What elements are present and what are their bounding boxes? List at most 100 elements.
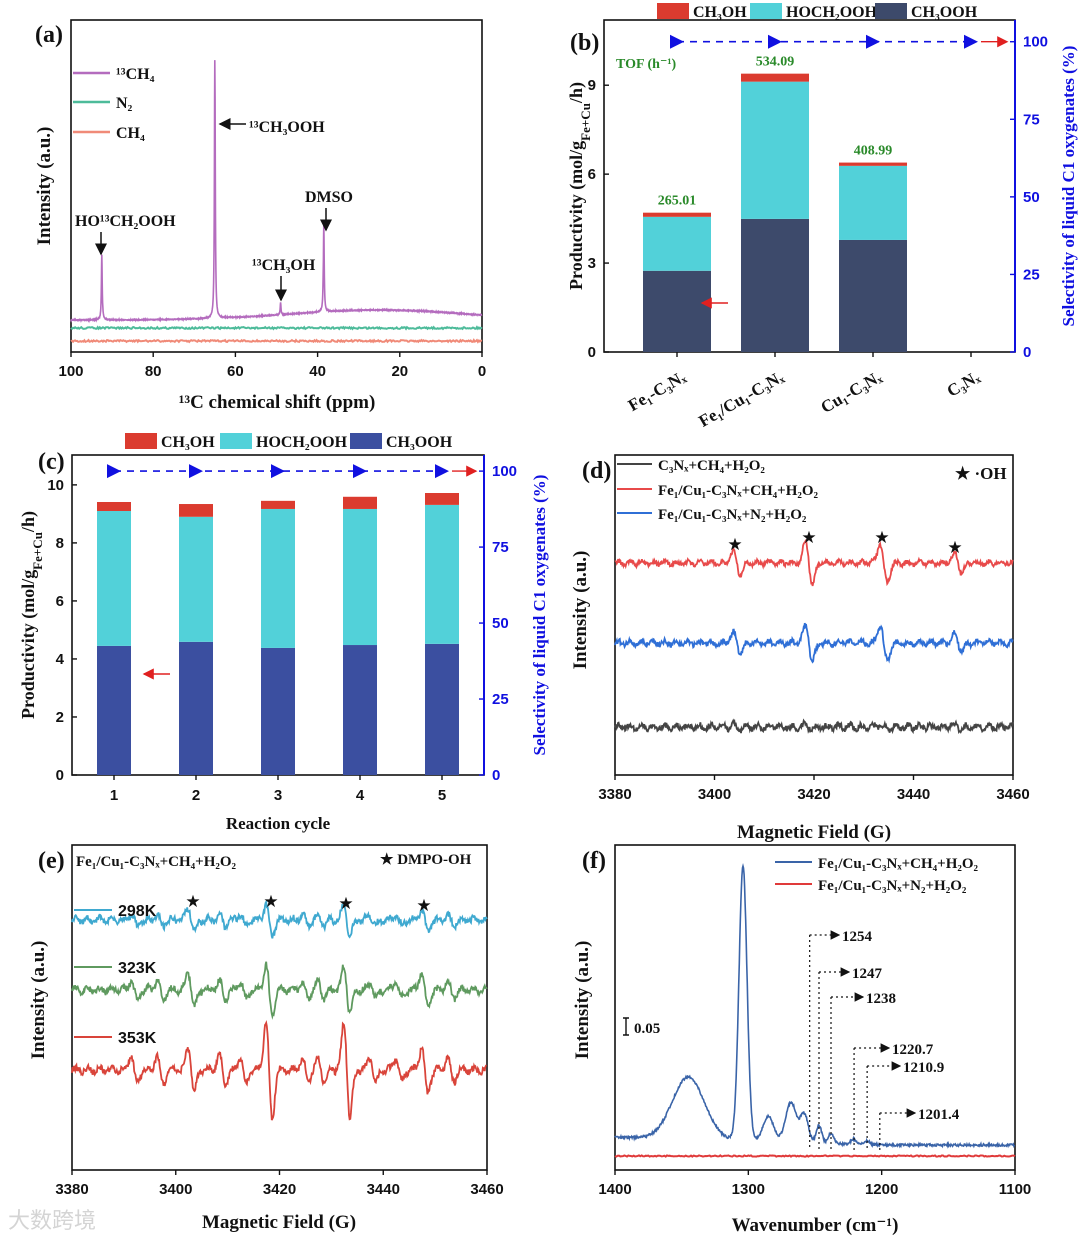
- star-icon: ★: [947, 538, 962, 557]
- bar-segment-2-2: [261, 500, 295, 509]
- x-tick-label: 3400: [159, 1181, 192, 1198]
- x-category-label: Fe₁-C₃Nₓ: [625, 367, 689, 415]
- peak-label: HO¹³CH₂OOH: [75, 213, 176, 230]
- y-tick-label: 0: [56, 767, 64, 784]
- legend-label: Fe₁/Cu₁-C₃Nₓ+N₂+H₂O₂: [658, 507, 807, 523]
- tof-value-label: 265.01: [658, 194, 697, 209]
- x-tick-label: 3420: [797, 786, 830, 803]
- x-category-label: C₃Nₓ: [944, 367, 984, 401]
- panel-a-x-label: ¹³C chemical shift (ppm): [179, 392, 376, 413]
- y2-axis-label: Selectivity of liquid C1 oxygenates (%): [530, 475, 549, 756]
- x-category-label: 1: [110, 787, 118, 804]
- y-axis-label: Intensity (a.u.): [572, 941, 593, 1060]
- x-category-label: 3: [274, 787, 282, 804]
- x-tick-label: 1400: [598, 1181, 631, 1198]
- y2-tick-label: 50: [1023, 189, 1040, 206]
- legend-label: CH₃OH: [161, 434, 215, 451]
- bar-segment-2-2: [839, 162, 907, 166]
- selectivity-marker: [353, 464, 367, 479]
- legend-swatch: [350, 433, 382, 449]
- y-tick-label: 9: [588, 77, 596, 94]
- x-tick-label: 3460: [470, 1181, 503, 1198]
- legend-swatch: [875, 3, 907, 19]
- y-axis-label-part: /h): [18, 511, 39, 533]
- series-label: 323K: [118, 960, 157, 977]
- x-axis-label: Wavenumber (cm⁻¹): [732, 1215, 899, 1236]
- peak-label: ¹³CH₃OOH: [249, 119, 325, 136]
- y-tick-label: 6: [588, 166, 596, 183]
- panel-f-plot-area: [614, 844, 1016, 1171]
- legend-label: CH₃OH: [693, 4, 747, 21]
- y-axis-label-part: Productivity (mol/g: [18, 570, 39, 719]
- legend-swatch: [750, 3, 782, 19]
- star-icon: ★: [338, 894, 353, 913]
- bar-segment-2-3: [343, 496, 377, 509]
- y-tick-label: 0: [588, 344, 596, 361]
- x-tick-label: 1100: [999, 1181, 1032, 1198]
- legend-label: N₂: [116, 95, 133, 112]
- y2-tick-label: 75: [1023, 111, 1040, 128]
- bar-segment-1-1: [179, 516, 213, 642]
- x-tick-label: 3440: [897, 786, 930, 803]
- y-axis-label-part: Fe+Cu: [30, 532, 45, 570]
- marker-legend-label: ★ ·OH: [955, 464, 1007, 483]
- bar-segment-0-3: [343, 645, 377, 775]
- star-icon: ★: [185, 892, 200, 911]
- y-tick-label: 3: [588, 255, 596, 272]
- panel-b-label: (b): [570, 30, 599, 56]
- bar-segment-1-0: [643, 216, 711, 271]
- y-tick-label: 6: [56, 593, 64, 610]
- legend-swatch: [220, 433, 252, 449]
- panel-f-label: (f): [582, 848, 606, 874]
- 13ch4-spectrum-line: [70, 60, 483, 324]
- legend-label: Fe₁/Cu₁-C₃Nₓ+N₂+H₂O₂: [818, 878, 967, 894]
- x-tick-label: 3380: [55, 1181, 88, 1198]
- peak-label: DMSO: [305, 189, 353, 206]
- bar-segment-1-1: [741, 81, 809, 219]
- x-tick-label: 3460: [996, 786, 1029, 803]
- y-tick-label: 4: [56, 651, 65, 668]
- y-tick-label: 8: [56, 535, 64, 552]
- y2-tick-label: 0: [1023, 344, 1031, 361]
- panel-d-label: (d): [582, 458, 611, 484]
- bar-segment-0-0: [643, 270, 711, 352]
- star-icon: ★: [263, 892, 278, 911]
- bar-segment-2-0: [643, 212, 711, 217]
- n2-spectrum-line: [614, 1154, 1016, 1158]
- peak-annotation-label: 1210.9: [903, 1060, 944, 1076]
- bar-segment-1-0: [97, 510, 131, 646]
- x-tick-label: 1200: [865, 1181, 898, 1198]
- y2-axis-label: Selectivity of liquid C1 oxygenates (%): [1059, 46, 1078, 327]
- legend-label: ¹³CH₄: [116, 66, 155, 83]
- y2-tick-label: 0: [492, 767, 500, 784]
- bar-segment-2-1: [741, 73, 809, 82]
- legend-label: Fe₁/Cu₁-C₃Nₓ+CH₄+H₂O₂: [818, 856, 979, 872]
- peak-label: ¹³CH₃OH: [252, 257, 316, 274]
- peak-annotation-label: 1238: [866, 991, 896, 1007]
- legend-swatch: [125, 433, 157, 449]
- n2-spectrum-line: [70, 325, 483, 331]
- y2-tick-label: 100: [1023, 34, 1048, 51]
- peak-annotation-label: 1220.7: [892, 1042, 934, 1058]
- y-axis-label: Productivity (mol/gFe+Cu/h): [18, 511, 45, 719]
- y-tick-label: 2: [56, 709, 64, 726]
- bar-segment-0-2: [839, 239, 907, 352]
- y2-tick-label: 50: [492, 615, 509, 632]
- x-tick-label: 40: [309, 363, 326, 380]
- x-category-label: 2: [192, 787, 200, 804]
- selectivity-marker: [271, 464, 285, 479]
- series-line-c3nx: [614, 718, 1014, 735]
- x-category-label: 5: [438, 787, 446, 804]
- bar-segment-1-4: [425, 504, 459, 644]
- legend-swatch: [657, 3, 689, 19]
- x-tick-label: 3440: [367, 1181, 400, 1198]
- x-tick-label: 3380: [598, 786, 631, 803]
- marker-legend-label: ★ DMPO-OH: [380, 852, 472, 868]
- x-axis-label: Magnetic Field (G): [737, 822, 891, 843]
- panel-e-label: (e): [38, 848, 65, 874]
- y2-tick-label: 100: [492, 463, 517, 480]
- series-line-323k: [71, 961, 488, 1020]
- legend-label: CH₃OOH: [386, 434, 453, 451]
- bar-segment-0-2: [261, 647, 295, 775]
